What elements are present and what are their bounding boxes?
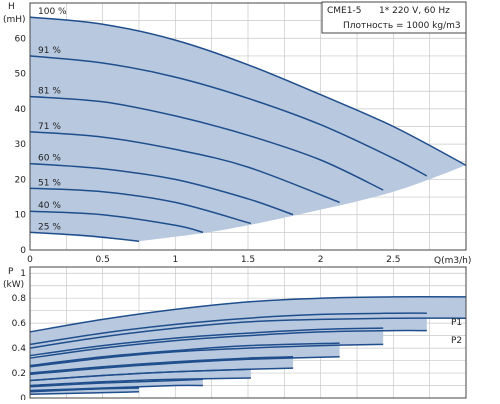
- speed-labels: 100 % 91 % 81 % 71 % 60 % 51 % 40 % 25 %: [38, 7, 67, 232]
- info-model: CME1-5: [327, 6, 361, 16]
- power-ytick-label: 0.8: [12, 294, 27, 304]
- head-chart-frame: [29, 2, 467, 251]
- power-ytick-label: 0: [20, 394, 26, 400]
- power-ytick-label: 1: [20, 269, 26, 279]
- speed-label-91pct: 91 %: [38, 46, 61, 56]
- head-curve-25pct: [29, 231, 140, 242]
- info-supply: 1* 220 V, 60 Hz: [379, 6, 450, 16]
- head-ytick-label: 60: [15, 34, 27, 44]
- speed-label-40pct: 40 %: [38, 201, 61, 211]
- flow-xtick-label: 1: [172, 255, 178, 265]
- speed-label-100pct: 100 %: [38, 7, 67, 17]
- info-density: Плотность = 1000 kg/m3: [343, 21, 461, 31]
- p2-curve-3: [29, 356, 340, 376]
- head-ytick-label: 40: [15, 105, 27, 115]
- power-ytick-label: 0.2: [12, 369, 26, 379]
- power-chart-frame: [29, 266, 467, 399]
- head-chart-ticks: 0 10 20 30 40 50 60 0 0.5 1 1.5 2 2.5: [15, 34, 401, 265]
- head-ytick-label: 30: [15, 140, 27, 150]
- head-operating-area: [30, 17, 466, 242]
- speed-label-25pct: 25 %: [38, 222, 61, 232]
- p2-curve-7: [29, 391, 140, 396]
- flow-xtick-label: 0.5: [96, 255, 110, 265]
- head-curve-51pct: [29, 187, 252, 225]
- p2-curve-6: [29, 384, 203, 392]
- p1-curve-6: [29, 378, 203, 388]
- p1-curve-2: [29, 327, 384, 357]
- power-ytick-label: 0.6: [12, 319, 27, 329]
- p2-curve-0: [29, 317, 467, 349]
- power-chart-ticks: 0 0.2 0.4 0.6 0.8 1: [12, 269, 27, 404]
- head-curve-60pct: [29, 162, 294, 216]
- power-chart: 0 0.2 0.4 0.6 0.8 1 P (kW) P1 P2: [3, 266, 467, 404]
- head-ytick-label: 0: [20, 246, 26, 256]
- power-axis-unit: (kW): [3, 280, 24, 290]
- p2-label: P2: [451, 336, 462, 346]
- head-curve-81pct: [29, 95, 384, 191]
- p2-curve-2: [29, 343, 384, 368]
- p2-curve-5: [29, 377, 251, 387]
- flow-axis-label: Q(m3/h): [434, 256, 471, 266]
- p1-curve-4: [29, 356, 294, 374]
- head-curves: [29, 16, 467, 242]
- speed-label-60pct: 60 %: [38, 154, 61, 164]
- flow-xtick-label: 1.5: [241, 255, 255, 265]
- p1-curve-1: [29, 312, 427, 346]
- p2-curve-4: [29, 367, 294, 382]
- speed-label-81pct: 81 %: [38, 87, 61, 97]
- head-ytick-label: 20: [15, 175, 27, 185]
- p1-label: P1: [451, 318, 462, 328]
- head-curve-100pct: [29, 16, 467, 166]
- head-axis-label: H: [8, 2, 15, 12]
- speed-label-51pct: 51 %: [38, 178, 61, 188]
- head-chart: 100 %91 %81 %71 %60 %51 %40 %25 % 010203…: [3, 1, 471, 266]
- p1-curve-3: [29, 342, 340, 367]
- flow-xtick-label: 0: [27, 255, 33, 265]
- head-axis-unit: (mH): [3, 15, 26, 25]
- speed-label-71pct: 71 %: [38, 122, 61, 132]
- head-curve-71pct: [29, 131, 340, 204]
- head-curve-40pct: [29, 210, 204, 234]
- info-box: [321, 1, 467, 34]
- head-ytick-label: 10: [15, 211, 27, 221]
- power-ytick-label: 0.4: [12, 344, 27, 354]
- flow-xtick-label: 2.5: [386, 255, 400, 265]
- p2-curve-1: [29, 329, 427, 359]
- p1-curve-7: [29, 387, 140, 393]
- power-axis-label: P: [8, 267, 14, 277]
- head-curve-91pct: [29, 55, 428, 177]
- head-ytick-label: 50: [15, 70, 27, 80]
- flow-xtick-label: 2: [318, 255, 324, 265]
- power-curves: [29, 296, 467, 396]
- p1-curve-0: [29, 296, 467, 333]
